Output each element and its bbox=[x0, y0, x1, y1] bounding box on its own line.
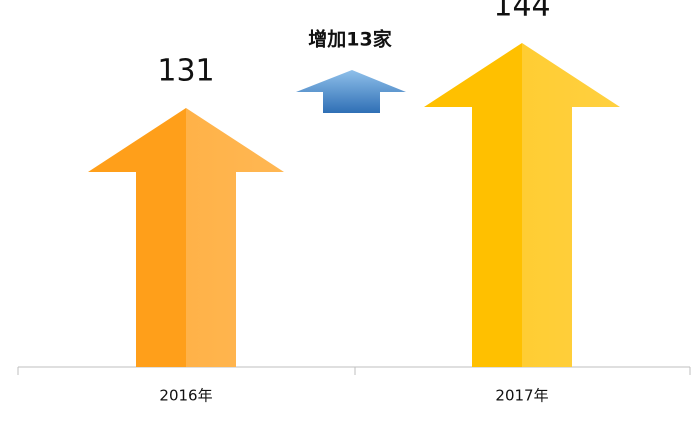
value-label: 131 bbox=[157, 54, 214, 89]
annotation: 增加13家 bbox=[308, 28, 392, 51]
bar bbox=[88, 108, 284, 367]
value-label: 144 bbox=[493, 0, 550, 24]
x-tick-label: 2016年 bbox=[159, 387, 212, 405]
x-tick-label: 2017年 bbox=[495, 387, 548, 405]
bar bbox=[424, 43, 620, 367]
increase-arrow-icon bbox=[296, 70, 406, 113]
